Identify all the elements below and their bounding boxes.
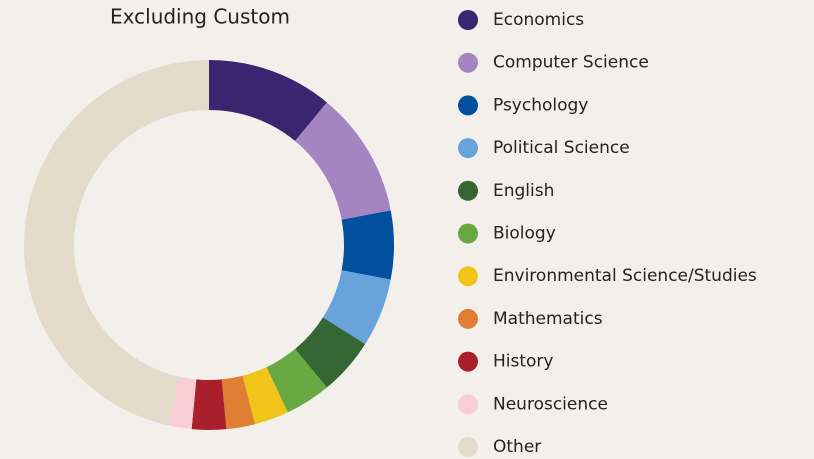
legend-label: Neuroscience — [493, 394, 608, 414]
donut-segment — [295, 317, 366, 388]
legend-swatch — [458, 95, 478, 116]
legend-swatch — [458, 308, 478, 329]
donut-segment — [209, 60, 327, 141]
legend-swatch — [458, 437, 478, 457]
donut-segment — [322, 270, 391, 345]
legend-label: Psychology — [493, 95, 588, 115]
donut-segment — [221, 375, 256, 430]
legend-label: Other — [493, 437, 541, 457]
legend-swatch — [458, 223, 478, 244]
legend-label: Computer Science — [493, 53, 649, 73]
legend-swatch — [458, 10, 478, 30]
legend-swatch — [458, 138, 478, 159]
donut-segment — [191, 379, 227, 430]
legend-swatch — [458, 351, 478, 372]
legend-swatch — [458, 52, 478, 73]
legend-label: English — [493, 181, 554, 201]
legend-swatch — [458, 394, 478, 415]
donut-segment — [242, 367, 288, 425]
legend-label: Environmental Science/Studies — [493, 266, 757, 286]
donut-segment — [168, 376, 197, 430]
legend-label: Political Science — [493, 138, 630, 158]
donut-segment — [24, 60, 210, 426]
legend-label: Mathematics — [493, 309, 603, 329]
legend-label: Economics — [493, 10, 584, 30]
legend-label: History — [493, 352, 553, 372]
legend-swatch — [458, 266, 478, 287]
legend-label: Biology — [493, 224, 556, 244]
donut-segment — [295, 102, 391, 220]
donut-segment — [341, 210, 395, 280]
donut-segment — [266, 349, 327, 413]
legend-swatch — [458, 180, 478, 201]
chart-title: Excluding Custom — [110, 5, 290, 29]
